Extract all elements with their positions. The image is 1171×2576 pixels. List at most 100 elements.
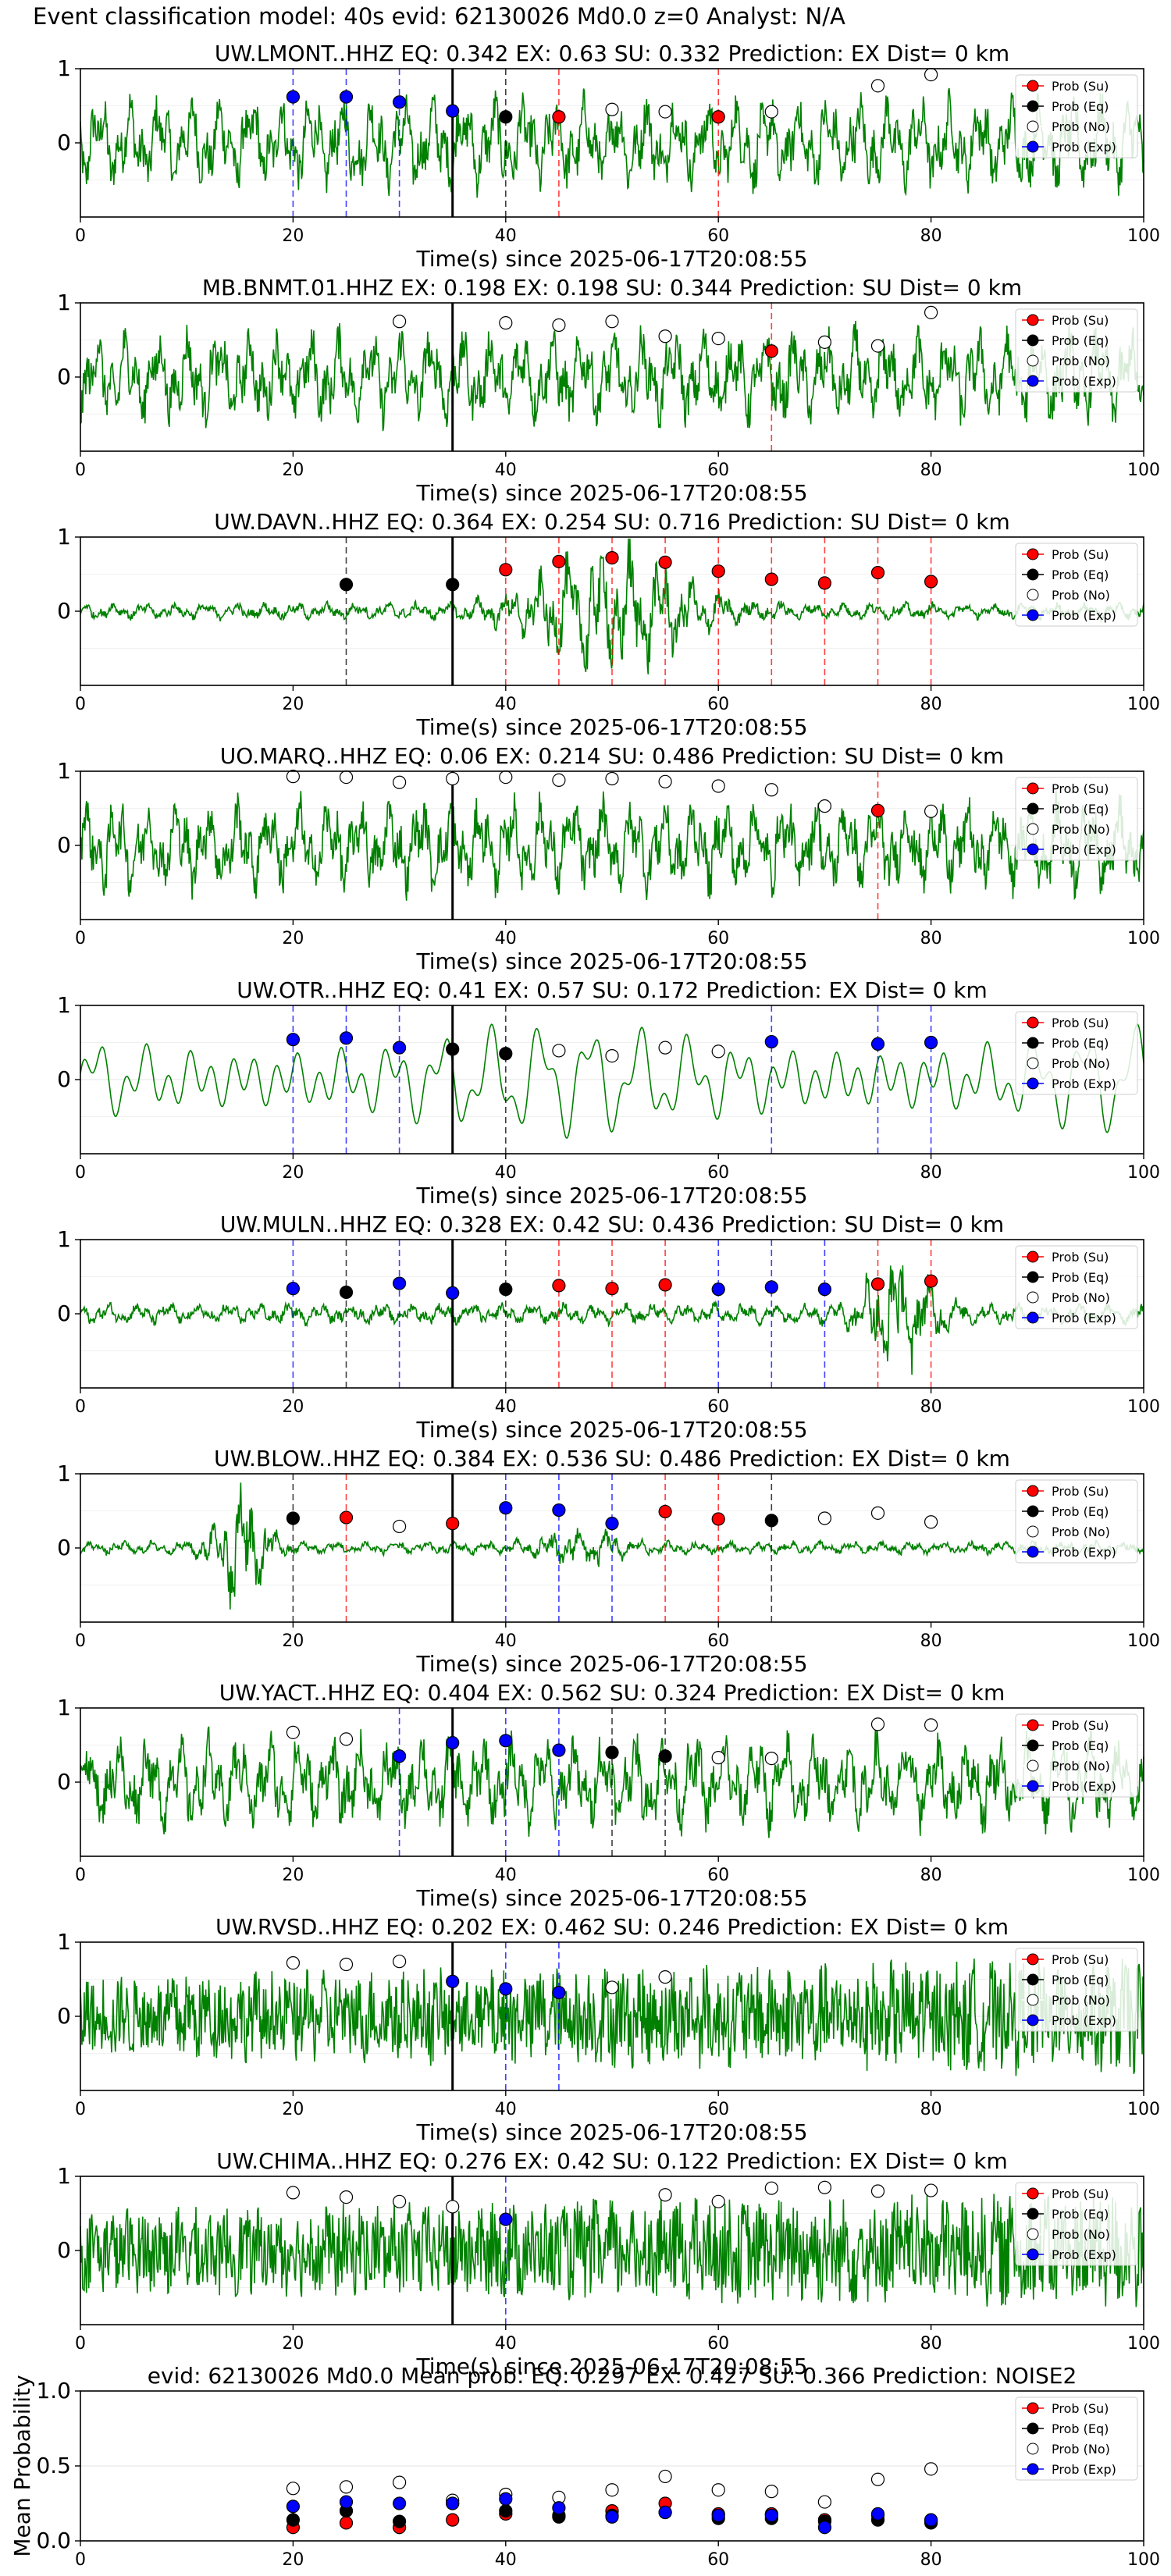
x-tick-label: 20 — [282, 929, 304, 948]
prob-marker — [339, 1031, 354, 1045]
prob-marker — [339, 1285, 354, 1300]
x-tick-label: 60 — [707, 226, 729, 246]
prob-marker — [286, 1282, 300, 1296]
prob-marker — [658, 329, 672, 343]
legend-marker-su — [1027, 1719, 1039, 1731]
panel-title: UW.BLOW..HHZ EQ: 0.384 EX: 0.536 SU: 0.4… — [214, 1446, 1010, 1471]
y-tick-label: 1 — [57, 1929, 71, 1955]
x-tick-label: 0 — [75, 2100, 86, 2119]
legend-marker-no — [1027, 1525, 1039, 1538]
panel-title: MB.BNMT.01.HHZ EX: 0.198 EX: 0.198 SU: 0… — [202, 275, 1022, 301]
legend-marker-eq — [1027, 2422, 1039, 2435]
legend-marker-su — [1027, 782, 1039, 795]
prob-marker — [393, 1955, 407, 1969]
prob-marker — [658, 555, 672, 569]
prob-marker — [339, 1510, 354, 1525]
prob-marker — [817, 1283, 832, 1297]
prob-marker — [605, 1980, 619, 1994]
waveform-trace — [80, 320, 1144, 432]
x-tick-label: 100 — [1127, 2334, 1160, 2354]
mean-prob-marker — [658, 2505, 672, 2520]
prob-marker — [764, 1280, 778, 1294]
legend-marker-exp — [1027, 1077, 1039, 1090]
legend-frame — [1015, 1713, 1138, 1798]
legend-marker-exp — [1027, 375, 1039, 387]
legend-label-no: Prob (No) — [1052, 2442, 1110, 2457]
prob-marker — [499, 1734, 513, 1748]
legend-frame — [1015, 308, 1138, 393]
mean-prob-marker — [764, 2508, 778, 2522]
legend-label-su: Prob (Su) — [1052, 1952, 1109, 1967]
legend-marker-no — [1027, 589, 1039, 601]
x-tick-label: 80 — [920, 226, 942, 246]
legend-label-eq: Prob (Eq) — [1052, 1036, 1109, 1051]
prob-marker — [870, 1506, 885, 1520]
prob-marker — [446, 104, 460, 118]
figure-title: Event classification model: 40s evid: 62… — [33, 3, 845, 30]
legend-label-su: Prob (Su) — [1052, 79, 1109, 94]
y-tick-label: 0 — [57, 364, 71, 390]
x-axis-label: Time(s) since 2025-06-17T20:08:55 — [415, 1417, 807, 1443]
prob-marker — [339, 90, 354, 104]
prob-marker — [605, 1517, 619, 1531]
x-tick-label: 0 — [75, 461, 86, 480]
prob-marker — [446, 2200, 460, 2214]
prob-marker — [393, 95, 407, 109]
prob-marker — [499, 1501, 513, 1515]
prob-marker — [924, 67, 938, 82]
legend-label-su: Prob (Su) — [1052, 781, 1109, 796]
prob-marker — [870, 1277, 885, 1291]
prob-marker — [764, 2181, 778, 2195]
legend-marker-no — [1027, 2443, 1039, 2455]
prob-marker — [764, 1752, 778, 1766]
legend-marker-no — [1027, 354, 1039, 367]
prob-marker — [658, 1749, 672, 1763]
waveform-trace — [80, 1726, 1144, 1838]
prob-marker — [870, 803, 885, 817]
panel-title: evid: 62130026 Md0.0 Mean prob: EQ: 0.29… — [148, 2363, 1077, 2389]
x-tick-label: 60 — [707, 1397, 729, 1417]
legend-label-exp: Prob (Exp) — [1052, 1779, 1116, 1794]
prob-marker — [817, 335, 832, 349]
panel-title: UW.OTR..HHZ EQ: 0.41 EX: 0.57 SU: 0.172 … — [237, 977, 988, 1003]
prob-marker — [605, 1282, 619, 1296]
legend-frame — [1015, 1479, 1138, 1564]
x-tick-label: 0 — [75, 2550, 86, 2570]
waveform-trace — [80, 1482, 1144, 1610]
prob-marker — [552, 1503, 566, 1517]
mean-prob-marker — [605, 2510, 619, 2524]
legend-label-exp: Prob (Exp) — [1052, 374, 1116, 389]
prob-marker — [552, 1279, 566, 1293]
x-tick-label: 20 — [282, 695, 304, 714]
y-tick-label: 1 — [57, 992, 71, 1018]
y-tick-label: 1 — [57, 2163, 71, 2189]
legend-label-no: Prob (No) — [1052, 354, 1110, 368]
legend-label-eq: Prob (Eq) — [1052, 333, 1109, 348]
legend-label-exp: Prob (Exp) — [1052, 2013, 1116, 2028]
x-tick-label: 100 — [1127, 226, 1160, 246]
prob-marker — [446, 1974, 460, 1988]
legend-label-su: Prob (Su) — [1052, 2186, 1109, 2201]
legend-marker-su — [1027, 314, 1039, 326]
prob-marker — [924, 1515, 938, 1529]
prob-marker — [605, 550, 619, 565]
legend-label-no: Prob (No) — [1052, 822, 1110, 837]
prob-marker — [924, 804, 938, 818]
x-axis-label: Time(s) since 2025-06-17T20:08:55 — [415, 2119, 807, 2145]
prob-marker — [393, 1041, 407, 1055]
legend-label-su: Prob (Su) — [1052, 1016, 1109, 1030]
prob-marker — [711, 2194, 725, 2208]
panel-title: UW.CHIMA..HHZ EQ: 0.276 EX: 0.42 SU: 0.1… — [216, 2148, 1007, 2174]
prob-marker — [605, 771, 619, 786]
prob-marker — [339, 578, 354, 592]
mean-prob-marker — [870, 2507, 885, 2521]
x-tick-label: 80 — [920, 2334, 942, 2354]
prob-marker — [870, 1037, 885, 1051]
prob-marker — [286, 1511, 300, 1525]
prob-marker — [924, 1035, 938, 1050]
legend: Prob (Su) Prob (Eq) Prob (No) Prob (Exp) — [1015, 2182, 1138, 2266]
y-tick-label: 0 — [57, 1769, 71, 1795]
prob-marker — [499, 316, 513, 330]
station-panel-5: UW.OTR..HHZ EQ: 0.41 EX: 0.57 SU: 0.172 … — [57, 977, 1160, 1208]
